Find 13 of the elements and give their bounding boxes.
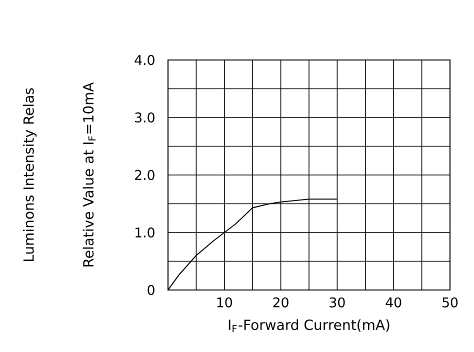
x-tick-label: 10	[217, 297, 232, 308]
x-tick-label: 50	[442, 297, 458, 308]
x-axis-title: I$_{F}$-Forward Current(mA)	[228, 319, 390, 332]
x-tick-label: 20	[273, 297, 288, 308]
y-tick-label: 1.0	[136, 227, 154, 238]
x-tick-label: 30	[330, 297, 345, 308]
y-tick-label: 0	[148, 284, 154, 296]
x-tick-label: 40	[386, 297, 402, 308]
y-axis-title: Relative Value at I$_{F}$=10mA	[82, 82, 96, 266]
y-tick-label: 3.0	[135, 112, 154, 123]
y-tick-label: 4.0	[134, 54, 154, 66]
y-tick-label: 2.0	[135, 170, 154, 180]
text: Luminons Intensity Relas	[23, 88, 37, 262]
